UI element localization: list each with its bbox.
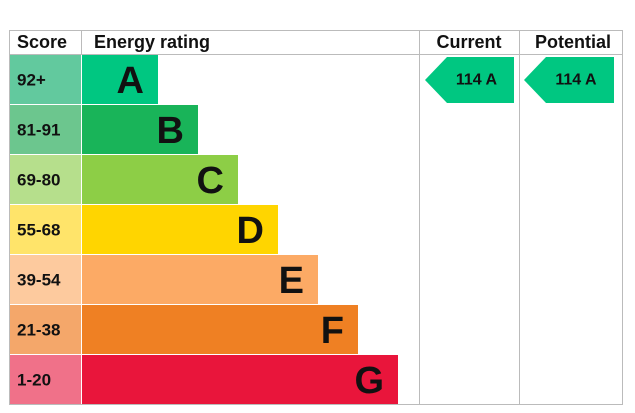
rating-bar bbox=[82, 155, 238, 204]
header-current: Current bbox=[436, 32, 501, 52]
rating-letter: G bbox=[354, 360, 384, 402]
score-cell bbox=[10, 255, 81, 304]
rating-letter: A bbox=[117, 60, 144, 102]
grid bbox=[9, 30, 623, 405]
rating-letter: B bbox=[157, 110, 184, 152]
rating-letter: D bbox=[237, 210, 264, 252]
rating-bar bbox=[82, 305, 358, 354]
score-cell bbox=[10, 355, 81, 404]
header-potential: Potential bbox=[535, 32, 611, 52]
score-cell bbox=[10, 305, 81, 354]
rating-letter: F bbox=[321, 310, 344, 352]
score-label: 1-20 bbox=[17, 371, 51, 390]
score-label: 92+ bbox=[17, 71, 46, 90]
rating-letter: C bbox=[197, 160, 224, 202]
rating-bar bbox=[82, 205, 278, 254]
score-label: 55-68 bbox=[17, 221, 60, 240]
header-score: Score bbox=[17, 32, 67, 52]
frame bbox=[9, 30, 623, 405]
rating-bar bbox=[82, 105, 198, 154]
score-cell bbox=[10, 155, 81, 204]
score-cell bbox=[10, 55, 81, 104]
rating-bar bbox=[82, 355, 398, 404]
score-label: 81-91 bbox=[17, 121, 60, 140]
current-arrow bbox=[425, 57, 514, 103]
rating-bar bbox=[82, 55, 158, 104]
current-label: 114 A bbox=[456, 72, 498, 89]
potential-arrow bbox=[524, 57, 614, 103]
score-label: 39-54 bbox=[17, 271, 61, 290]
score-label: 69-80 bbox=[17, 171, 60, 190]
rating-bar bbox=[82, 255, 318, 304]
rating-letter: E bbox=[279, 260, 304, 302]
score-label: 21-38 bbox=[17, 321, 60, 340]
header-rating: Energy rating bbox=[94, 32, 210, 52]
potential-label: 114 A bbox=[555, 72, 597, 89]
score-cell bbox=[10, 205, 81, 254]
score-cell bbox=[10, 105, 81, 154]
